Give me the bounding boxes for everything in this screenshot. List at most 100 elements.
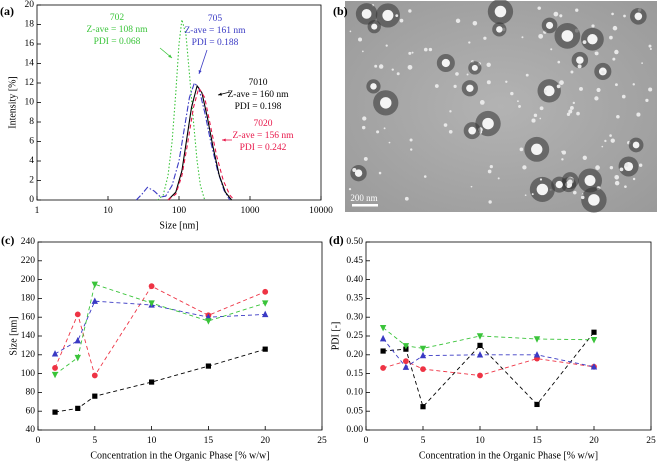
y-tick-label: 2: [29, 176, 34, 186]
marker: [419, 345, 427, 353]
particle: [370, 83, 377, 90]
particle: [595, 165, 600, 170]
y-tick-label: 40: [26, 425, 36, 435]
particle: [411, 51, 414, 54]
y-tick-label: 16: [25, 39, 35, 49]
x-tick-label: 10: [103, 206, 113, 216]
particle: [538, 33, 544, 39]
particle: [569, 106, 574, 110]
particle: [619, 167, 624, 172]
particle: [468, 41, 471, 44]
y-tick-label: 8: [29, 117, 34, 127]
particle: [572, 190, 577, 195]
particle: [539, 178, 543, 181]
annotation: Z-ave = 156 nm: [232, 131, 294, 141]
particle: [638, 163, 643, 167]
marker: [74, 337, 81, 344]
particle: [404, 196, 409, 201]
particle: [649, 47, 652, 51]
y-tick-label: 200: [21, 275, 36, 285]
scale-bar-label: 200 nm: [350, 193, 377, 203]
particle: [580, 195, 585, 200]
arrow-head: [198, 70, 202, 74]
particle: [568, 185, 571, 188]
marker: [420, 366, 426, 372]
series-line: [382, 338, 595, 368]
particle: [362, 116, 367, 121]
x-tick-label: 15: [204, 436, 214, 446]
particle: [466, 73, 469, 76]
particle: [378, 171, 382, 175]
particle: [611, 12, 614, 16]
particle: [471, 64, 478, 71]
particle: [468, 126, 477, 135]
particle: [374, 64, 378, 68]
particle: [531, 143, 543, 156]
particle: [362, 50, 364, 53]
annotation: Z-ave = 108 nm: [86, 25, 148, 35]
marker: [74, 311, 81, 318]
particle: [407, 64, 413, 70]
panel-label: (d): [329, 233, 344, 247]
marker: [52, 365, 58, 371]
series-line: [157, 19, 206, 201]
particle: [518, 104, 521, 108]
particle: [596, 87, 601, 93]
marker: [476, 333, 484, 340]
particle: [531, 118, 536, 123]
particle: [488, 200, 492, 204]
marker: [380, 348, 386, 354]
particle: [399, 18, 404, 23]
particle: [614, 49, 619, 55]
marker: [591, 329, 597, 335]
particle: [557, 60, 561, 64]
particle: [624, 185, 627, 189]
marker: [262, 300, 269, 307]
x-tick-label: 25: [646, 436, 656, 446]
particle: [494, 5, 507, 18]
y-axis-label: PDI [-]: [330, 322, 341, 351]
marker: [148, 300, 155, 307]
marker: [262, 346, 268, 352]
particle: [543, 85, 555, 97]
particle: [566, 112, 571, 116]
particle: [570, 70, 574, 74]
x-tick-label: 25: [317, 436, 327, 446]
particle: [648, 44, 652, 48]
particle: [636, 112, 641, 117]
y-axis-label: Intensity [%]: [7, 76, 18, 129]
y-tick-label: 14: [25, 59, 35, 69]
particle: [568, 109, 573, 114]
particle: [582, 40, 587, 44]
y-tick-label: 80: [26, 388, 36, 398]
particle: [510, 91, 514, 96]
particle: [385, 44, 388, 47]
particle: [632, 83, 635, 86]
x-tick-label: 100: [172, 206, 187, 216]
x-tick-label: 10: [147, 436, 157, 446]
particle: [410, 148, 413, 151]
particle: [496, 26, 503, 33]
particle: [371, 23, 378, 30]
arrow-head: [222, 138, 226, 142]
marker: [477, 372, 483, 379]
particle: [358, 37, 363, 42]
annotation: PDI = 0.068: [94, 37, 141, 47]
particle: [354, 169, 363, 177]
marker: [402, 363, 410, 370]
particle: [594, 52, 597, 54]
particle: [601, 70, 605, 74]
marker: [74, 354, 81, 362]
particle: [539, 106, 544, 111]
particle: [524, 194, 527, 197]
x-tick-label: 10000: [309, 206, 333, 216]
x-tick-label: 0: [364, 436, 369, 446]
particle: [577, 64, 582, 69]
particle: [612, 57, 616, 61]
x-tick-label: 5: [421, 436, 426, 446]
plot-frame: [37, 241, 323, 431]
annotation: Z-ave = 161 nm: [184, 26, 246, 36]
particle: [376, 130, 380, 134]
particle: [648, 87, 653, 92]
arrow-head: [168, 54, 172, 58]
